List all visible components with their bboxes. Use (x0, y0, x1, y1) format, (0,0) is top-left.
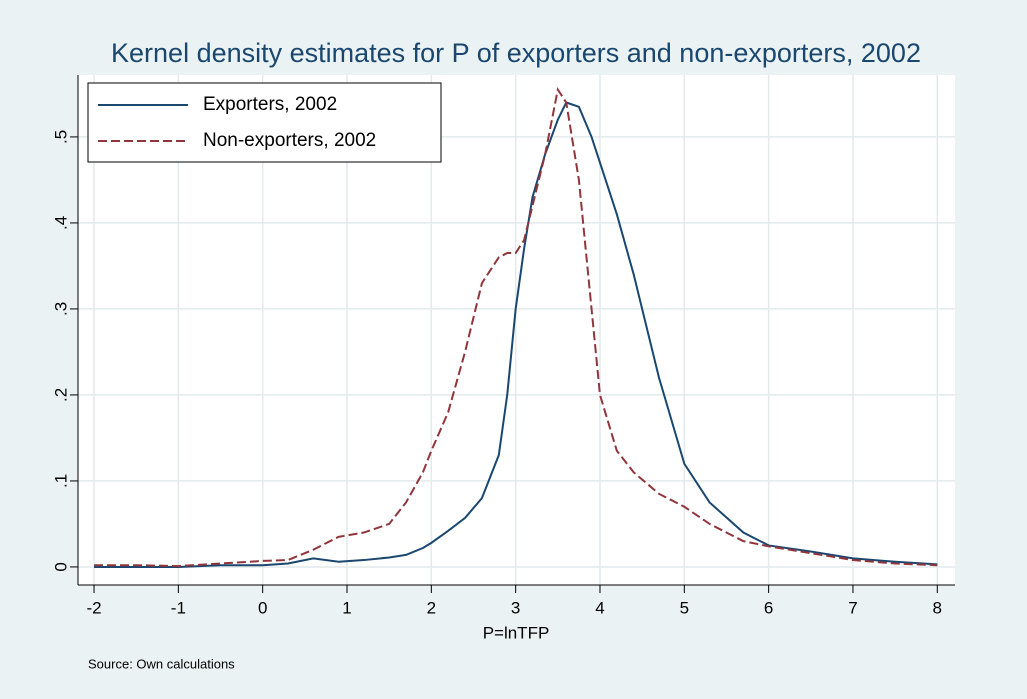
x-tick-label: 5 (680, 598, 689, 617)
y-tick-label: .4 (51, 216, 70, 230)
y-tick-label: 0 (51, 562, 70, 571)
y-tick-label: .1 (51, 474, 70, 488)
x-tick-label: 0 (258, 598, 267, 617)
x-axis-title: P=lnTFP (483, 623, 550, 642)
y-tick-label: .2 (51, 388, 70, 402)
line-series (94, 101, 938, 568)
x-tick-label: 2 (427, 598, 436, 617)
x-tick-label: 4 (595, 598, 604, 617)
x-tick-label: 3 (511, 598, 520, 617)
legend-label: Exporters, 2002 (203, 94, 337, 115)
chart-title: Kernel density estimates for P of export… (111, 38, 921, 68)
legend-label: Non-exporters, 2002 (203, 130, 376, 151)
x-tick-label: -1 (171, 598, 186, 617)
line-series (94, 87, 938, 568)
x-tick-label: 1 (342, 598, 351, 617)
x-tick-label: 6 (764, 598, 773, 617)
y-tick-label: .5 (51, 130, 70, 144)
note: Source: Own calculations (88, 656, 235, 671)
x-tick-label: -2 (86, 598, 101, 617)
x-tick-label: 8 (933, 598, 942, 617)
legend-box (87, 82, 442, 163)
y-tick-label: .3 (51, 302, 70, 316)
x-tick-label: 7 (848, 598, 857, 617)
